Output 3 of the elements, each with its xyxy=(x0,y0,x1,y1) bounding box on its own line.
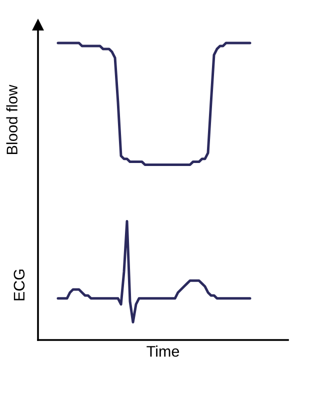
x-axis-title: Time xyxy=(146,346,180,357)
y-axis-title: Blood flow xyxy=(6,84,18,154)
text: ECG xyxy=(14,270,25,300)
